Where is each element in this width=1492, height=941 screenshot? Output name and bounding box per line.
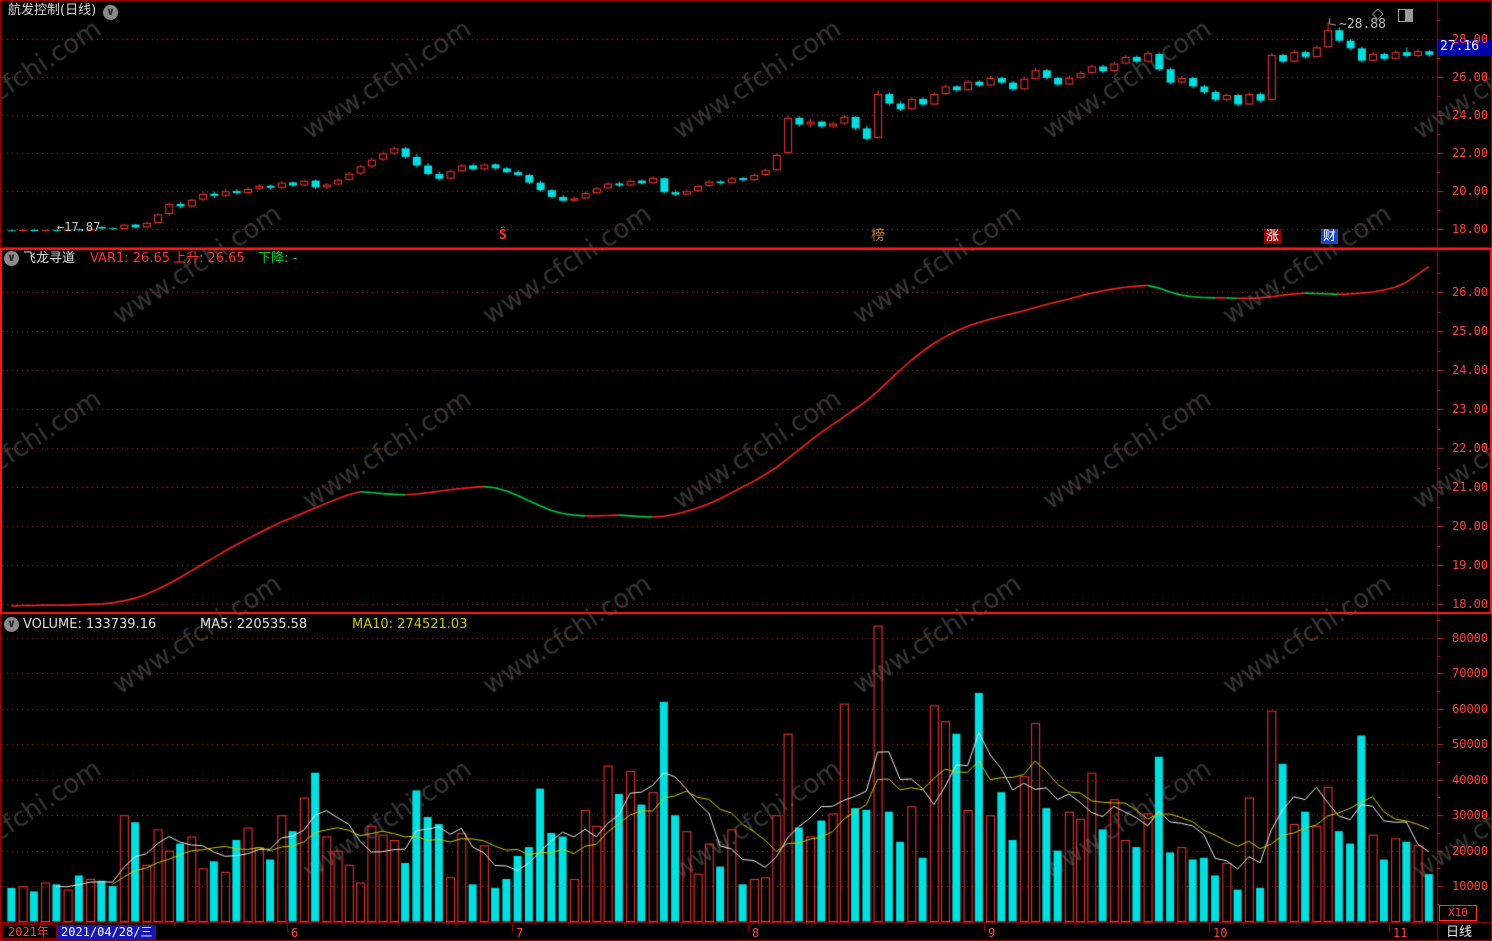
indicator-name[interactable]: 飞龙寻道 [23,251,76,266]
indicator-axis-label: 21.00 [1452,480,1489,494]
year-label: 2021年 [8,925,49,939]
price-axis-label: 20.00 [1452,184,1489,198]
period-label[interactable]: 日线 [1446,925,1473,940]
last-price-badge: 27.16 [1438,39,1492,56]
indicator-axis-label: 18.00 [1452,597,1489,611]
volume-axis-label: 70000 [1452,666,1489,680]
price-axis-label: 18.00 [1452,222,1489,236]
page-title: 航发控制(日线) [8,3,97,18]
price-axis-label: 26.00 [1452,70,1489,84]
event-marker-dividend[interactable]: Ŝ [499,228,507,243]
month-label: 7 [516,926,524,940]
volume-axis-label: 10000 [1452,879,1489,893]
chevron-down-icon[interactable]: ∨ [4,251,19,266]
chevron-down-icon[interactable]: ∨ [103,5,118,20]
indicator-axis-label: 25.00 [1452,324,1489,338]
month-label: 11 [1393,926,1408,940]
diamond-icon[interactable]: ◇ [1372,4,1384,22]
volume-axis-label: 50000 [1452,737,1489,751]
volume-value: VOLUME: 133739.16 [23,617,157,632]
month-label: 8 [752,926,760,940]
price-axis-label: 28.00 [1452,32,1489,46]
chevron-down-icon[interactable]: ∨ [4,617,19,632]
volume-axis-label: 20000 [1452,844,1489,858]
indicator-axis-label: 23.00 [1452,402,1489,416]
price-axis-label: 24.00 [1452,108,1489,122]
event-marker-orange-text[interactable]: 榜 [871,228,885,244]
price-axis-label: 22.00 [1452,146,1489,160]
indicator-axis-label: 20.00 [1452,519,1489,533]
volume-ma10-value: MA10: 274521.03 [352,617,468,632]
high-price-annotation: ~28.88 [1339,17,1386,32]
month-label: 6 [291,926,299,940]
volume-axis-label: 60000 [1452,702,1489,716]
indicator-axis-label: 19.00 [1452,558,1489,572]
indicator-down-value: 下降: - [258,251,298,266]
month-label: 10 [1213,926,1228,940]
indicator-axis-label: 24.00 [1452,363,1489,377]
month-label: 9 [988,926,996,940]
volume-axis-label: 80000 [1452,631,1489,645]
selected-date-box[interactable]: 2021/04/28/三 [57,925,157,940]
volume-axis-label: 40000 [1452,773,1489,787]
volume-axis-label: 30000 [1452,808,1489,822]
indicator-axis-label: 22.00 [1452,441,1489,455]
event-marker-blue-badge[interactable]: 财 [1321,229,1339,244]
event-marker-red-badge[interactable]: 涨 [1264,229,1282,244]
indicator-up-value: 上升: 26.65 [173,251,245,266]
split-layout-icon[interactable] [1398,9,1413,22]
volume-ma5-value: MA5: 220535.58 [200,617,308,632]
indicator-axis-label: 26.00 [1452,285,1489,299]
volume-multiplier-badge: X10 [1439,905,1477,921]
low-price-annotation: ←17.87 [57,220,101,234]
indicator-var1-value: VAR1: 26.65 [90,251,170,266]
